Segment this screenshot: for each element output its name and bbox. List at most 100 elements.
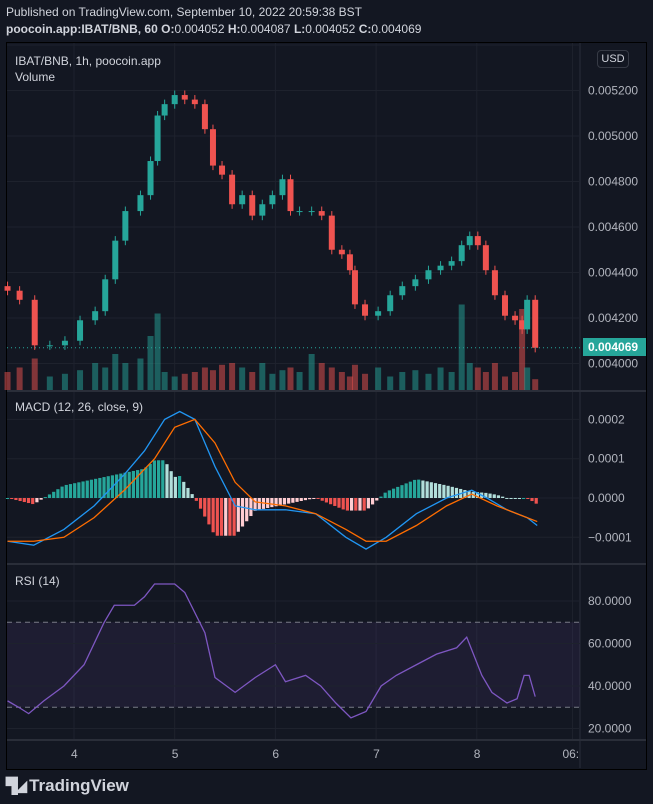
volume-bar (448, 372, 455, 390)
macd-histogram-bar (236, 498, 240, 532)
volume-bar (154, 313, 161, 390)
macd-histogram-bar (161, 460, 165, 498)
candle-body (279, 179, 286, 196)
high-value: 0.004087 (240, 22, 291, 36)
volume-bar (351, 364, 358, 390)
time-tick-label: 8 (474, 747, 481, 761)
candle-body (474, 236, 481, 246)
chart-frame[interactable] (6, 42, 647, 770)
time-tick-label: 4 (71, 747, 78, 761)
candle-body (482, 245, 489, 271)
l-label: L: (293, 22, 306, 36)
macd-histogram-bar (253, 498, 257, 511)
macd-histogram-bar (349, 498, 354, 511)
rsi-tick-label: 80.0000 (588, 594, 632, 608)
c-label: C: (358, 22, 372, 36)
main-legend[interactable]: IBAT/BNB, 1h, poocoin.app (15, 54, 161, 68)
macd-histogram-bar (358, 498, 362, 511)
macd-histogram-bar (362, 498, 366, 511)
macd-histogram-bar (56, 489, 60, 498)
brand-name: TradingView (29, 776, 129, 795)
time-tick-label: 5 (172, 747, 179, 761)
tradingview-logo[interactable]: ▜◢ TradingView (6, 776, 129, 796)
macd-histogram-bar (198, 498, 203, 509)
candle-body (532, 299, 539, 348)
currency-button[interactable]: USD (597, 50, 629, 68)
price-tick-label: 0.004600 (588, 220, 638, 234)
macd-histogram-bar (421, 480, 425, 498)
candle-body (375, 311, 382, 316)
macd-histogram-bar (329, 498, 333, 505)
open-value: 0.004052 (174, 22, 225, 36)
macd-histogram-bar (194, 498, 198, 501)
macd-histogram-bar (454, 487, 459, 498)
macd-histogram-bar (475, 492, 480, 498)
rsi-tick-label: 20.0000 (588, 722, 632, 736)
volume-bar (181, 373, 188, 390)
macd-histogram-bar (408, 481, 412, 498)
candle-body (154, 115, 161, 162)
candle-body (259, 204, 266, 216)
o-label: O: (161, 22, 175, 36)
candle-body (519, 320, 526, 330)
macd-histogram-bar (73, 483, 77, 498)
volume-bar (229, 363, 236, 390)
rsi-line (7, 583, 536, 719)
macd-histogram-bar (94, 478, 98, 498)
volume-bar (239, 367, 246, 390)
macd-histogram-bar (115, 474, 119, 498)
macd-histogram-bar (295, 498, 299, 502)
macd-histogram-bar (299, 498, 303, 502)
macd-histogram-bar (144, 467, 148, 498)
macd-histogram-bar (89, 479, 94, 498)
macd-histogram-bar (316, 498, 320, 499)
macd-histogram-bar (85, 480, 89, 498)
macd-tick-label: 0.0002 (588, 412, 625, 426)
price-tick-label: 0.005000 (588, 129, 638, 143)
macd-histogram-bar (77, 482, 81, 498)
volume-bar (4, 372, 11, 390)
volume-bar (501, 376, 508, 390)
macd-histogram-bar (341, 498, 345, 510)
macd-histogram-bar (526, 498, 530, 499)
volume-bar (137, 358, 144, 390)
candle-body (209, 129, 216, 166)
candle-body (31, 299, 38, 346)
macd-tick-label: 0.0000 (588, 491, 625, 505)
volume-bar (437, 367, 444, 390)
macd-histogram-bar (450, 486, 454, 498)
candle-body (112, 240, 119, 280)
rsi-legend[interactable]: RSI (14) (15, 574, 60, 588)
volume-bar (219, 364, 226, 390)
candle-body (137, 195, 144, 212)
price-tick-label: 0.004400 (588, 266, 638, 280)
volume-bar (296, 372, 303, 390)
macd-histogram-bar (425, 481, 429, 498)
macd-histogram-bar (383, 492, 387, 498)
macd-histogram-bar (345, 498, 350, 511)
volume-bar (112, 354, 119, 390)
macd-histogram-bar (354, 498, 358, 511)
macd-histogram-bar (52, 491, 56, 498)
macd-histogram-bar (391, 488, 396, 498)
rsi-band-fill (7, 622, 580, 708)
time-tick-label: 06: (562, 747, 579, 761)
macd-legend[interactable]: MACD (12, 26, close, 9) (15, 400, 144, 414)
volume-bar (122, 363, 129, 390)
macd-histogram-bar (278, 498, 282, 506)
macd-histogram-bar (186, 487, 190, 498)
volume-legend[interactable]: Volume (15, 70, 56, 84)
macd-histogram-bar (312, 498, 316, 499)
macd-histogram-bar (496, 495, 501, 498)
time-tick-label: 6 (272, 747, 279, 761)
signal-line (7, 418, 538, 542)
macd-histogram-bar (308, 498, 312, 500)
macd-histogram-bar (375, 498, 379, 501)
macd-histogram-bar (438, 483, 442, 498)
candle-body (346, 254, 353, 271)
macd-histogram-bar (488, 493, 492, 498)
candle-body (229, 174, 236, 205)
volume-bar (147, 336, 154, 390)
macd-histogram-bar (513, 498, 517, 499)
